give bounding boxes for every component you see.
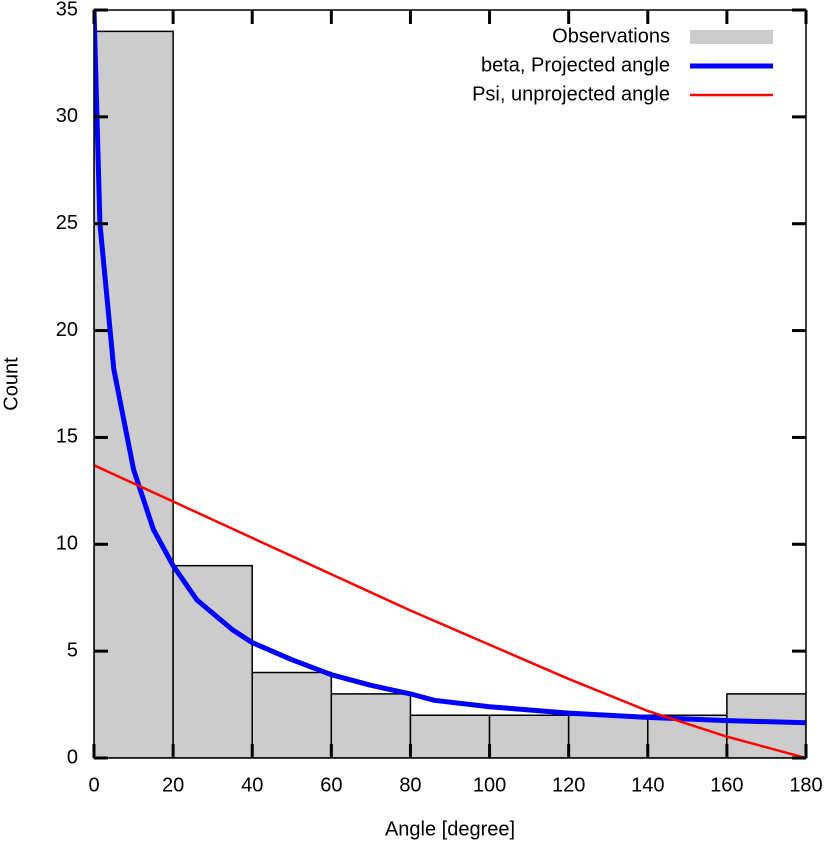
- x-tick-label: 100: [473, 774, 506, 796]
- y-tick-label: 10: [56, 533, 78, 555]
- x-tick-label: 0: [88, 774, 99, 796]
- bar: [251, 671, 333, 758]
- x-tick-label: 140: [631, 774, 664, 796]
- plot-frame: [93, 9, 807, 759]
- x-tick-label: 60: [320, 774, 342, 796]
- legend-label: Psi, unprojected angle: [472, 83, 670, 105]
- x-axis-label: Angle [degree]: [385, 818, 515, 840]
- legend-label: Observations: [552, 25, 670, 47]
- bar: [330, 693, 412, 758]
- x-tick-label: 120: [552, 774, 585, 796]
- x-tick-label: 40: [241, 774, 263, 796]
- y-tick-label: 25: [56, 212, 78, 234]
- bar: [409, 714, 491, 758]
- y-tick-label: 20: [56, 319, 78, 341]
- plot-area: [94, 10, 806, 758]
- legend-swatch: [690, 30, 773, 44]
- bar: [488, 714, 570, 758]
- x-tick-label: 80: [399, 774, 421, 796]
- y-tick-label: 0: [67, 746, 78, 768]
- y-axis-label: Count: [0, 357, 22, 411]
- y-tick-label: 15: [56, 426, 78, 448]
- line-series: [94, 10, 806, 726]
- bar: [94, 30, 174, 758]
- y-tick-label: 30: [56, 105, 78, 127]
- x-tick-label: 180: [789, 774, 822, 796]
- x-tick-label: 160: [710, 774, 743, 796]
- y-tick-label: 5: [67, 639, 78, 661]
- x-tick-label: 20: [162, 774, 184, 796]
- legend-label: beta, Projected angle: [481, 54, 670, 76]
- line-series: [94, 464, 806, 758]
- bar: [567, 714, 649, 758]
- bar: [172, 564, 253, 758]
- y-tick-label: 35: [56, 0, 78, 20]
